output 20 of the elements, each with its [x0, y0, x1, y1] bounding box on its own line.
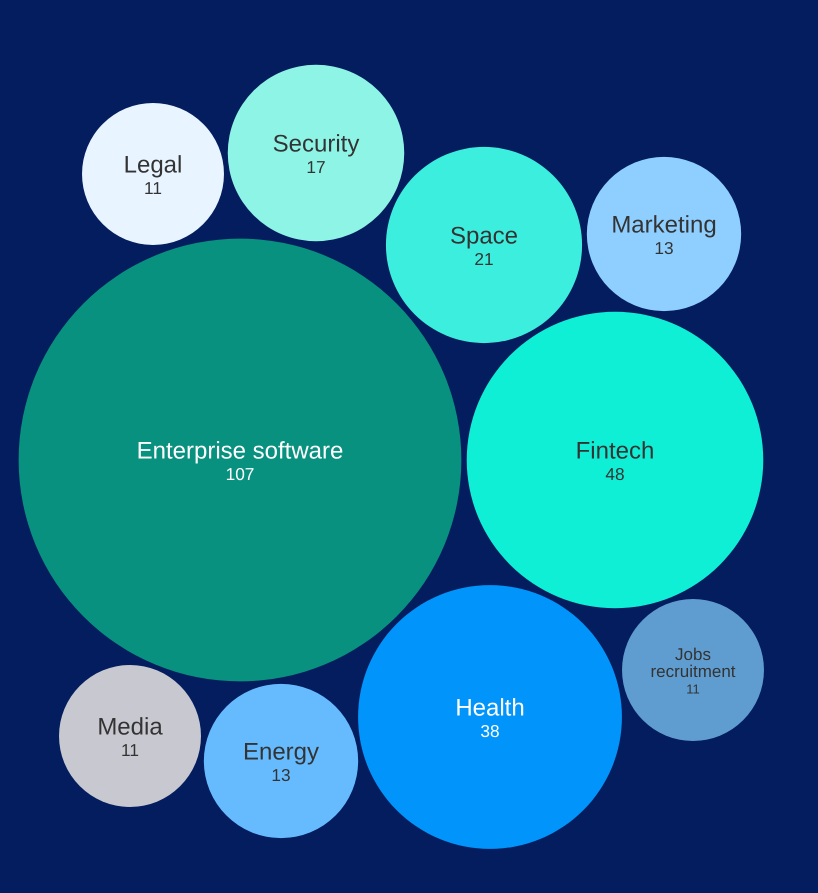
category-label: Media — [97, 714, 164, 741]
data-label: 11 — [121, 740, 139, 760]
data-label: 21 — [474, 249, 494, 270]
category-label: Enterprise software — [136, 438, 344, 465]
data-label: 11 — [686, 681, 700, 696]
data-label: 13 — [654, 238, 674, 258]
category-label: Space — [450, 222, 518, 250]
category-label: Fintech — [576, 438, 654, 465]
data-label: 107 — [226, 464, 254, 484]
category-label: Legal — [124, 152, 182, 179]
data-label: 38 — [480, 721, 500, 742]
category-label: Energy — [242, 738, 320, 766]
category-label: Jobs recruitment — [650, 645, 736, 682]
category-label: Health — [455, 694, 525, 722]
category-label: Marketing — [611, 212, 717, 239]
data-label: 13 — [271, 765, 291, 786]
category-label: Security — [272, 130, 360, 158]
data-label: 48 — [605, 464, 625, 484]
data-label: 17 — [306, 157, 326, 178]
data-label: 11 — [144, 178, 162, 198]
